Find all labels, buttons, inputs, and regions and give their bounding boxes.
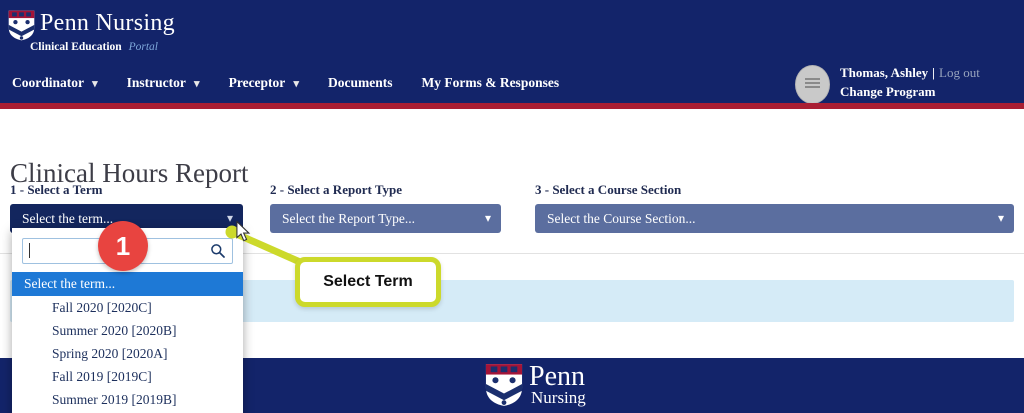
penn-shield-icon	[8, 10, 35, 41]
course-section-selector-label: 3 - Select a Course Section	[535, 182, 682, 197]
user-separator: |	[932, 65, 936, 80]
nav-instructor[interactable]: Instructor ▾	[127, 75, 200, 91]
top-nav: Coordinator ▾ Instructor ▾ Preceptor ▾ D…	[12, 75, 559, 91]
section-divider	[0, 253, 1024, 254]
step-1-badge: 1	[98, 221, 148, 271]
term-option[interactable]: Fall 2020 [2020C]	[52, 300, 152, 315]
footer-brand-bottom: Nursing	[531, 388, 586, 407]
report-type-select[interactable]: Select the Report Type... ▾	[270, 204, 501, 233]
text-cursor	[29, 243, 30, 258]
logout-link[interactable]: Log out	[939, 65, 980, 80]
nav-preceptor[interactable]: Preceptor ▾	[229, 75, 299, 91]
chevron-down-icon: ▾	[226, 211, 233, 225]
report-type-select-value: Select the Report Type...	[282, 210, 416, 226]
term-option[interactable]: Fall 2019 [2019C]	[52, 369, 152, 384]
nav-label: Documents	[327, 75, 393, 90]
chevron-down-icon: ▾	[997, 211, 1004, 225]
term-option[interactable]: Summer 2019 [2019B]	[52, 392, 177, 407]
header: Penn Nursing Clinical Education Portal C…	[0, 0, 1024, 104]
user-name: Thomas, Ashley	[840, 65, 929, 80]
nav-label: Coordinator	[12, 75, 84, 90]
user-lines: Thomas, Ashley | Log out Change Program	[840, 63, 1014, 101]
chevron-down-icon: ▾	[194, 78, 200, 90]
user-block: Thomas, Ashley | Log out Change Program	[795, 63, 1014, 104]
subbrand-italic: Portal	[128, 41, 158, 53]
course-section-select-value: Select the Course Section...	[547, 210, 696, 226]
avatar	[795, 65, 830, 104]
subbrand-bold: Clinical Education	[30, 41, 122, 53]
term-options-list: Select the term... Fall 2020 [2020C] Sum…	[12, 272, 243, 411]
footer-brand-top: Penn	[529, 361, 585, 392]
change-program-link[interactable]: Change Program	[840, 84, 936, 99]
footer-wordmark: Penn Nursing	[529, 361, 586, 407]
select-term-callout: Select Term	[295, 257, 441, 307]
nav-label: Preceptor	[228, 75, 286, 90]
footer-logo: Penn Nursing	[485, 363, 586, 407]
nav-documents[interactable]: Documents	[328, 75, 393, 91]
report-type-selector-label: 2 - Select a Report Type	[270, 182, 403, 197]
chevron-down-icon: ▾	[92, 78, 98, 90]
chevron-down-icon: ▾	[484, 211, 491, 225]
term-option[interactable]: Summer 2020 [2020B]	[52, 323, 177, 338]
accent-red-stripe	[0, 103, 1024, 109]
nav-my-forms-responses[interactable]: My Forms & Responses	[421, 75, 559, 91]
term-option[interactable]: Spring 2020 [2020A]	[52, 346, 168, 361]
brand-title: Penn Nursing	[40, 10, 175, 36]
term-option-placeholder[interactable]: Select the term...	[12, 272, 243, 296]
penn-shield-icon	[485, 364, 523, 406]
nav-label: Instructor	[126, 75, 186, 90]
term-select-value: Select the term...	[22, 210, 114, 226]
nav-label: My Forms & Responses	[421, 75, 560, 90]
term-selector-label: 1 - Select a Term	[10, 182, 103, 197]
page-title: Clinical Hours Report	[10, 158, 249, 189]
subbrand: Clinical Education Portal	[30, 41, 158, 53]
brand-block[interactable]: Penn Nursing	[8, 8, 175, 41]
course-section-select[interactable]: Select the Course Section... ▾	[535, 204, 1014, 233]
search-icon	[211, 244, 225, 258]
chevron-down-icon: ▾	[293, 78, 299, 90]
nav-coordinator[interactable]: Coordinator ▾	[12, 75, 98, 91]
